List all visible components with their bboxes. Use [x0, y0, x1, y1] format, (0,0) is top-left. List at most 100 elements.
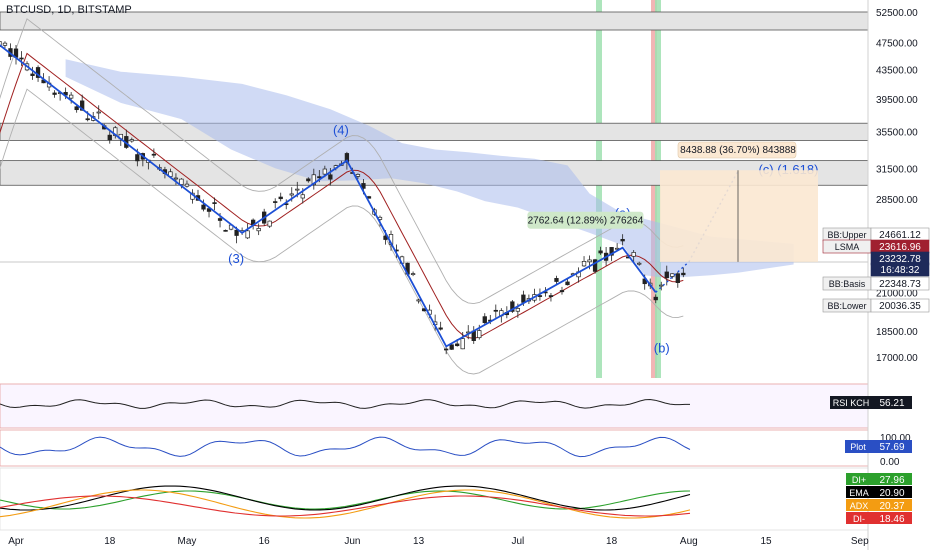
candle [361, 183, 366, 189]
candle [129, 139, 134, 142]
candle [223, 229, 228, 232]
rsi-name: RSI KCH [833, 398, 870, 408]
candle [410, 273, 416, 275]
candle [587, 259, 592, 263]
rsi-name-bg [830, 396, 872, 409]
dmi-value: 20.90 [879, 488, 904, 499]
candle [184, 183, 190, 187]
candle [416, 299, 421, 302]
date-tick-label: Apr [8, 536, 24, 547]
dmi-name: EMA [849, 488, 869, 498]
candle [179, 178, 184, 185]
candle [664, 271, 669, 279]
price-tag-value: 22348.73 [879, 279, 921, 290]
plot-name-bg [845, 440, 872, 453]
candle [681, 272, 686, 276]
candle [74, 106, 79, 111]
candle [565, 281, 570, 286]
candle [135, 154, 140, 162]
bollinger-bands [0, 18, 684, 375]
price-tick-label: 31500.00 [876, 164, 918, 175]
candle [455, 343, 460, 347]
symbol-title: BTCUSD, 1D, BITSTAMP [6, 4, 132, 16]
price-tag-value: 24661.12 [879, 230, 921, 241]
candle [521, 294, 526, 303]
candle [278, 196, 283, 200]
price-tick-label: 21000.00 [876, 288, 918, 299]
price-tick-label: 18500.00 [876, 327, 918, 338]
price-tag-name: BB:Upper [827, 230, 866, 240]
dmi-line [0, 495, 691, 517]
dmi-value: 27.96 [879, 475, 904, 486]
red-vline [651, 0, 657, 378]
target-box [660, 170, 818, 262]
candle [670, 273, 675, 277]
axes: 52500.00 47500.00 43500.00 39500.00 35500.00… [8, 0, 930, 550]
price-tag-name: LSMA [835, 242, 860, 252]
plot-pane [0, 429, 869, 467]
candle [85, 118, 90, 121]
measure-tools: 2762.64 (12.89%) 276264 8438.88 (36.70%) … [527, 141, 818, 262]
price-tag-value-bg [870, 262, 930, 277]
candle [620, 238, 625, 242]
candle [537, 295, 543, 297]
green-vline [596, 0, 602, 378]
target-label-box [677, 141, 797, 159]
target-label: 8438.88 (36.70%) 843888 [680, 145, 796, 156]
wave-label: (4) [333, 123, 349, 138]
measure-label: 2762.64 (12.89%) 276264 [528, 216, 644, 227]
rsi-value-bg [872, 396, 912, 409]
price-tag-name: BB:Basis [829, 279, 866, 289]
plot-tick-100: 100.00 [880, 433, 911, 444]
candle [173, 177, 179, 180]
price-tag-value-bg [870, 298, 930, 313]
candle [460, 338, 465, 350]
dmi-line [0, 489, 691, 519]
candle [653, 296, 658, 301]
green-vline [655, 0, 661, 378]
candle [609, 247, 614, 256]
plot-tick-0: 0.00 [880, 457, 900, 468]
plot-value: 57.69 [879, 442, 904, 453]
wave-line [0, 44, 657, 348]
candle [267, 220, 272, 227]
candle [510, 301, 515, 312]
candle [482, 316, 487, 324]
candle [311, 174, 316, 186]
dmi-value-bg [872, 473, 912, 485]
dmi-name: DI+ [852, 475, 866, 485]
date-tick-label: Jun [344, 536, 360, 547]
candle [52, 92, 57, 95]
dmi-line [0, 485, 691, 511]
rsi-value: 56.21 [879, 398, 904, 409]
bb-upper-line [0, 18, 684, 305]
date-tick-label: 18 [606, 536, 618, 547]
candle [328, 174, 333, 180]
candle [438, 327, 443, 330]
date-tick-label: Aug [680, 536, 698, 547]
plot-name: Plot [850, 442, 866, 452]
candle [289, 193, 294, 196]
price-tag-value: 23616.96 [879, 242, 921, 253]
candle [637, 262, 642, 265]
price-tag-value: 20036.35 [879, 301, 921, 312]
candle [581, 261, 587, 267]
dmi-name-bg [846, 499, 872, 511]
date-tick-label: 13 [413, 536, 425, 547]
candle [477, 330, 482, 339]
candle [2, 42, 8, 46]
candle [554, 278, 559, 282]
candle [234, 229, 239, 236]
dmi-value-bg [872, 486, 912, 498]
lsma-line [0, 52, 684, 339]
candle [548, 295, 554, 298]
price-tag-name: BB:Lower [827, 301, 866, 311]
candle [206, 208, 212, 212]
plot-value-bg [872, 440, 912, 453]
candle [30, 73, 35, 76]
candle [559, 290, 565, 293]
candle [355, 174, 361, 177]
date-tick-label: May [178, 536, 197, 547]
wave-label: (b) [654, 340, 670, 355]
